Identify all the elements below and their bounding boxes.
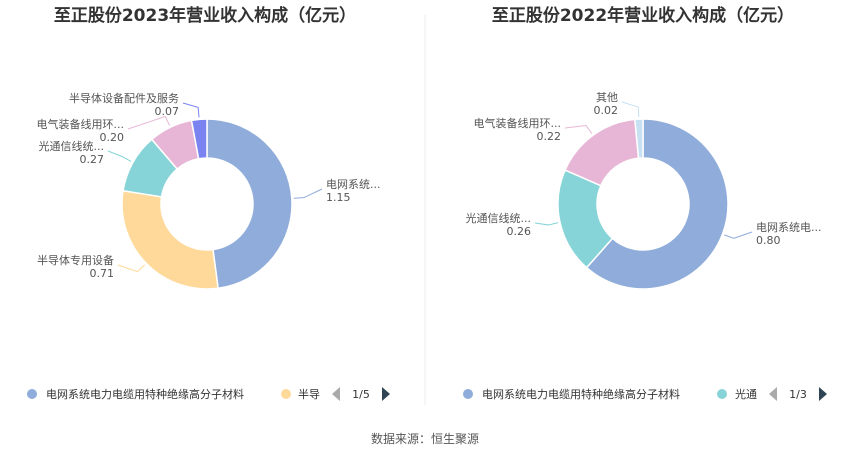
legend-marker bbox=[463, 389, 473, 399]
slice-label: 电网系统... bbox=[326, 178, 381, 191]
legend-2023: 电网系统电力电缆用特种绝缘高分子材料 半导 1/5 bbox=[27, 387, 390, 401]
donut-2023 bbox=[121, 118, 293, 290]
slice-value-label: 0.07 bbox=[155, 105, 180, 118]
leader-line bbox=[621, 101, 640, 118]
legend-item-label[interactable]: 电网系统电力电缆用特种绝缘高分子材料 bbox=[482, 387, 680, 401]
slice-label: 其他 bbox=[596, 91, 618, 104]
slice-label: 电气装备线用环... bbox=[37, 117, 125, 131]
chart-panel-2022: 至正股份2022年营业收入构成（亿元） 电网系统电...0.80 光通信线统...… bbox=[463, 5, 827, 401]
chart-panel-2023: 至正股份2023年营业收入构成（亿元） 电网系统...1.15半导体专用设备0.… bbox=[27, 5, 390, 401]
legend-marker bbox=[717, 389, 727, 399]
legend-2022: 电网系统电力电缆用特种绝缘高分子材料 光通 1/3 bbox=[463, 387, 827, 401]
slice-value-label: 0.27 bbox=[80, 153, 105, 166]
legend-prev-page-icon[interactable] bbox=[332, 387, 340, 401]
legend-item-label[interactable]: 电网系统电力电缆用特种绝缘高分子材料 bbox=[46, 387, 244, 401]
donut-2022 bbox=[557, 118, 729, 290]
slice-value-label: 0.02 bbox=[594, 104, 619, 117]
leader-line bbox=[117, 264, 146, 273]
slice-value-label: 0.80 bbox=[756, 234, 781, 247]
legend-marker bbox=[27, 389, 37, 399]
leader-line bbox=[182, 102, 200, 118]
donut-slice[interactable] bbox=[585, 118, 729, 290]
data-source: 数据来源：恒生聚源 bbox=[371, 431, 479, 446]
slice-labels-2022: 电网系统电...0.80 光通信线统...0.26 电气装备线用环...0.22 其他… bbox=[466, 91, 822, 247]
leader-line bbox=[127, 115, 170, 130]
legend-page-indicator: 1/5 bbox=[352, 388, 370, 401]
slice-label: 半导体专用设备 bbox=[37, 253, 114, 267]
slice-value-label: 0.22 bbox=[537, 130, 562, 143]
leader-line bbox=[107, 150, 132, 162]
legend-page-indicator: 1/3 bbox=[789, 388, 807, 401]
slice-label: 电气装备线用环... bbox=[474, 116, 562, 130]
donut-slice[interactable] bbox=[190, 118, 208, 160]
leader-line bbox=[564, 124, 593, 134]
legend-item-label[interactable]: 光通 bbox=[735, 387, 757, 401]
legend-marker bbox=[281, 389, 291, 399]
slice-value-label: 0.20 bbox=[100, 131, 125, 144]
legend-item-label[interactable]: 半导 bbox=[298, 387, 320, 401]
legend-next-page-icon[interactable] bbox=[382, 387, 390, 401]
slice-value-label: 0.26 bbox=[507, 225, 532, 238]
donut-slice[interactable] bbox=[206, 118, 293, 290]
legend-next-page-icon[interactable] bbox=[819, 387, 827, 401]
chart-title-2023: 至正股份2023年营业收入构成（亿元） bbox=[54, 5, 356, 26]
leader-line bbox=[293, 188, 323, 199]
legend-prev-page-icon[interactable] bbox=[769, 387, 777, 401]
donut-slice[interactable] bbox=[633, 118, 644, 160]
slice-label: 光通信线统... bbox=[466, 211, 532, 225]
donut-slice[interactable] bbox=[121, 189, 219, 290]
slice-value-label: 0.71 bbox=[90, 267, 115, 280]
leader-line bbox=[534, 222, 559, 226]
leader-line bbox=[724, 231, 753, 239]
slice-value-label: 1.15 bbox=[326, 191, 351, 204]
slice-label: 光通信线统... bbox=[39, 139, 105, 153]
slice-label: 电网系统电... bbox=[756, 221, 822, 234]
chart-title-2022: 至正股份2022年营业收入构成（亿元） bbox=[492, 5, 794, 26]
slice-label: 半导体设备配件及服务 bbox=[69, 91, 179, 105]
